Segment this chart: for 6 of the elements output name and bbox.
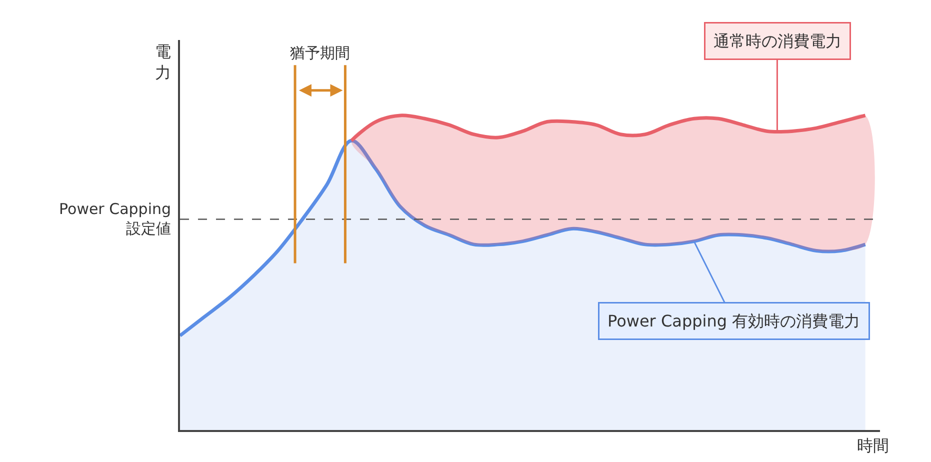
text: 猶予期間: [290, 44, 350, 62]
text: 通常時の消費電力: [714, 32, 842, 50]
annotation: Power Capping 有効時の消費電力: [608, 312, 860, 330]
ref-line-label: Power Capping 設定値: [59, 200, 172, 238]
x-axis-title: 時間: [857, 436, 889, 455]
y-axis-title: 電力: [155, 42, 171, 82]
